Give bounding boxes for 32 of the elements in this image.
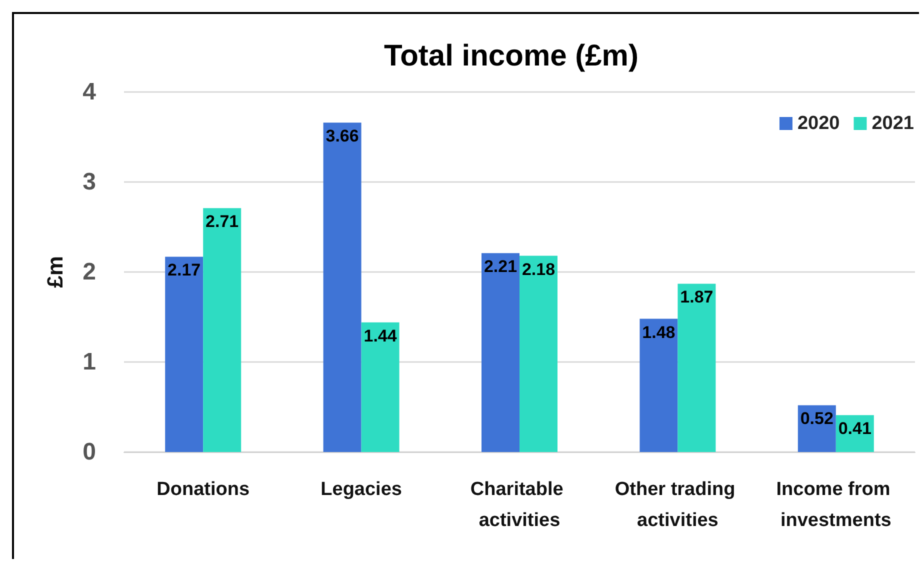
data-label: 1.44 — [364, 326, 398, 346]
y-tick-label: 2 — [82, 258, 96, 286]
bar — [165, 256, 204, 452]
y-tick-label: 0 — [82, 438, 96, 466]
bar — [203, 208, 242, 452]
data-label: 3.66 — [326, 126, 359, 146]
data-label: 2.17 — [168, 260, 201, 280]
bar — [520, 256, 558, 452]
chart-title: Total income (£m) — [384, 40, 638, 72]
x-tick-label: Legacies — [320, 479, 402, 500]
legend-label: 2021 — [872, 113, 914, 134]
bar — [678, 284, 716, 452]
data-label: 1.87 — [680, 288, 714, 307]
data-label: 2.21 — [484, 257, 518, 276]
data-label: 1.48 — [642, 322, 676, 342]
x-tick-label: Charitable activities — [470, 479, 569, 531]
legend-label: 2020 — [797, 113, 840, 134]
y-tick-label: 4 — [82, 78, 97, 106]
data-label: 0.41 — [838, 419, 872, 438]
data-label: 2.18 — [522, 260, 556, 279]
bar — [361, 322, 400, 452]
bar — [482, 253, 520, 452]
bar — [640, 318, 678, 452]
x-tick-label: Other trading activities — [614, 479, 741, 531]
x-tick-label: Income from investments — [776, 479, 896, 531]
data-label: 2.71 — [206, 212, 239, 232]
bar — [323, 122, 362, 452]
y-axis-title: £m — [42, 256, 68, 288]
y-tick-label: 1 — [82, 348, 96, 376]
x-tick-label: Donations — [156, 479, 250, 500]
data-label: 0.52 — [800, 409, 834, 428]
y-tick-label: 3 — [82, 168, 96, 196]
